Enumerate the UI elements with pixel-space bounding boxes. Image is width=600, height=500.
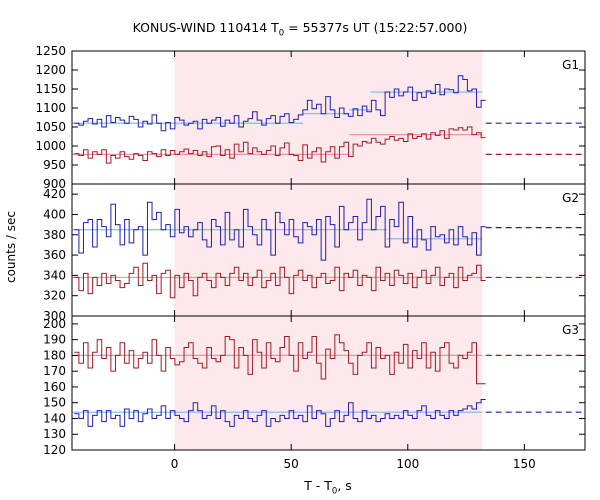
y-tick-label: 1250 [35, 44, 66, 58]
y-tick-label: 1000 [35, 139, 66, 153]
x-tick-label: 50 [284, 457, 299, 471]
y-tick-label: 1050 [35, 120, 66, 134]
panel-label: G2 [562, 191, 579, 205]
series-step-line [74, 334, 486, 385]
y-tick-label: 400 [43, 207, 66, 221]
y-tick-label: 140 [43, 411, 66, 425]
highlight-interval [174, 316, 483, 450]
y-tick-label: 320 [43, 289, 66, 303]
panel-g1: 900 950 1000 1050 1100 1150 1200 1250 G1 [35, 44, 586, 191]
series-step-line [74, 399, 486, 427]
panel-g2: 300 320 340 360 380 400 420 G2 [43, 183, 586, 323]
panel-label: G1 [562, 58, 579, 72]
title-main: KONUS-WIND 110414 T [132, 20, 279, 35]
y-tick-label: 120 [43, 443, 66, 457]
y-tick-label: 950 [43, 158, 66, 172]
chart-title: KONUS-WIND 110414 T0 = 55377s UT (15:22:… [0, 20, 600, 39]
highlight-interval [174, 184, 483, 316]
y-tick-label: 200 [43, 317, 66, 331]
y-tick-label: 1200 [35, 63, 66, 77]
series-step-line [74, 75, 486, 132]
y-tick-label: 160 [43, 380, 66, 394]
y-tick-label: 360 [43, 248, 66, 262]
series-step-line [74, 262, 486, 299]
xlabel-rest: , s [337, 478, 352, 493]
xlabel-main: T - T [304, 478, 332, 493]
y-tick-label: 190 [43, 333, 66, 347]
y-tick-label: 420 [43, 187, 66, 201]
x-tick-label: 150 [513, 457, 536, 471]
x-tick-label: 0 [171, 457, 179, 471]
series-step-line [74, 126, 486, 164]
y-tick-label: 150 [43, 396, 66, 410]
title-rest: = 55377s UT (15:22:57.000) [284, 20, 468, 35]
y-tick-label: 340 [43, 268, 66, 282]
y-tick-label: 1150 [35, 82, 66, 96]
y-tick-label: 180 [43, 348, 66, 362]
panel-label: G3 [562, 323, 579, 337]
y-tick-label: 130 [43, 427, 66, 441]
y-tick-label: 170 [43, 364, 66, 378]
x-tick-label: 100 [396, 457, 419, 471]
highlight-interval [174, 51, 483, 184]
y-tick-label: 300 [43, 309, 66, 323]
xlabel-subscript: 0 [331, 486, 338, 497]
series-step-line [74, 198, 486, 261]
title-subscript: 0 [278, 28, 285, 39]
panel-frame [71, 315, 586, 451]
y-tick-label: 900 [43, 177, 66, 191]
y-tick-label: 380 [43, 228, 66, 242]
y-tick-label: 1100 [35, 101, 66, 115]
x-axis-label: T - T0, s [0, 478, 600, 497]
